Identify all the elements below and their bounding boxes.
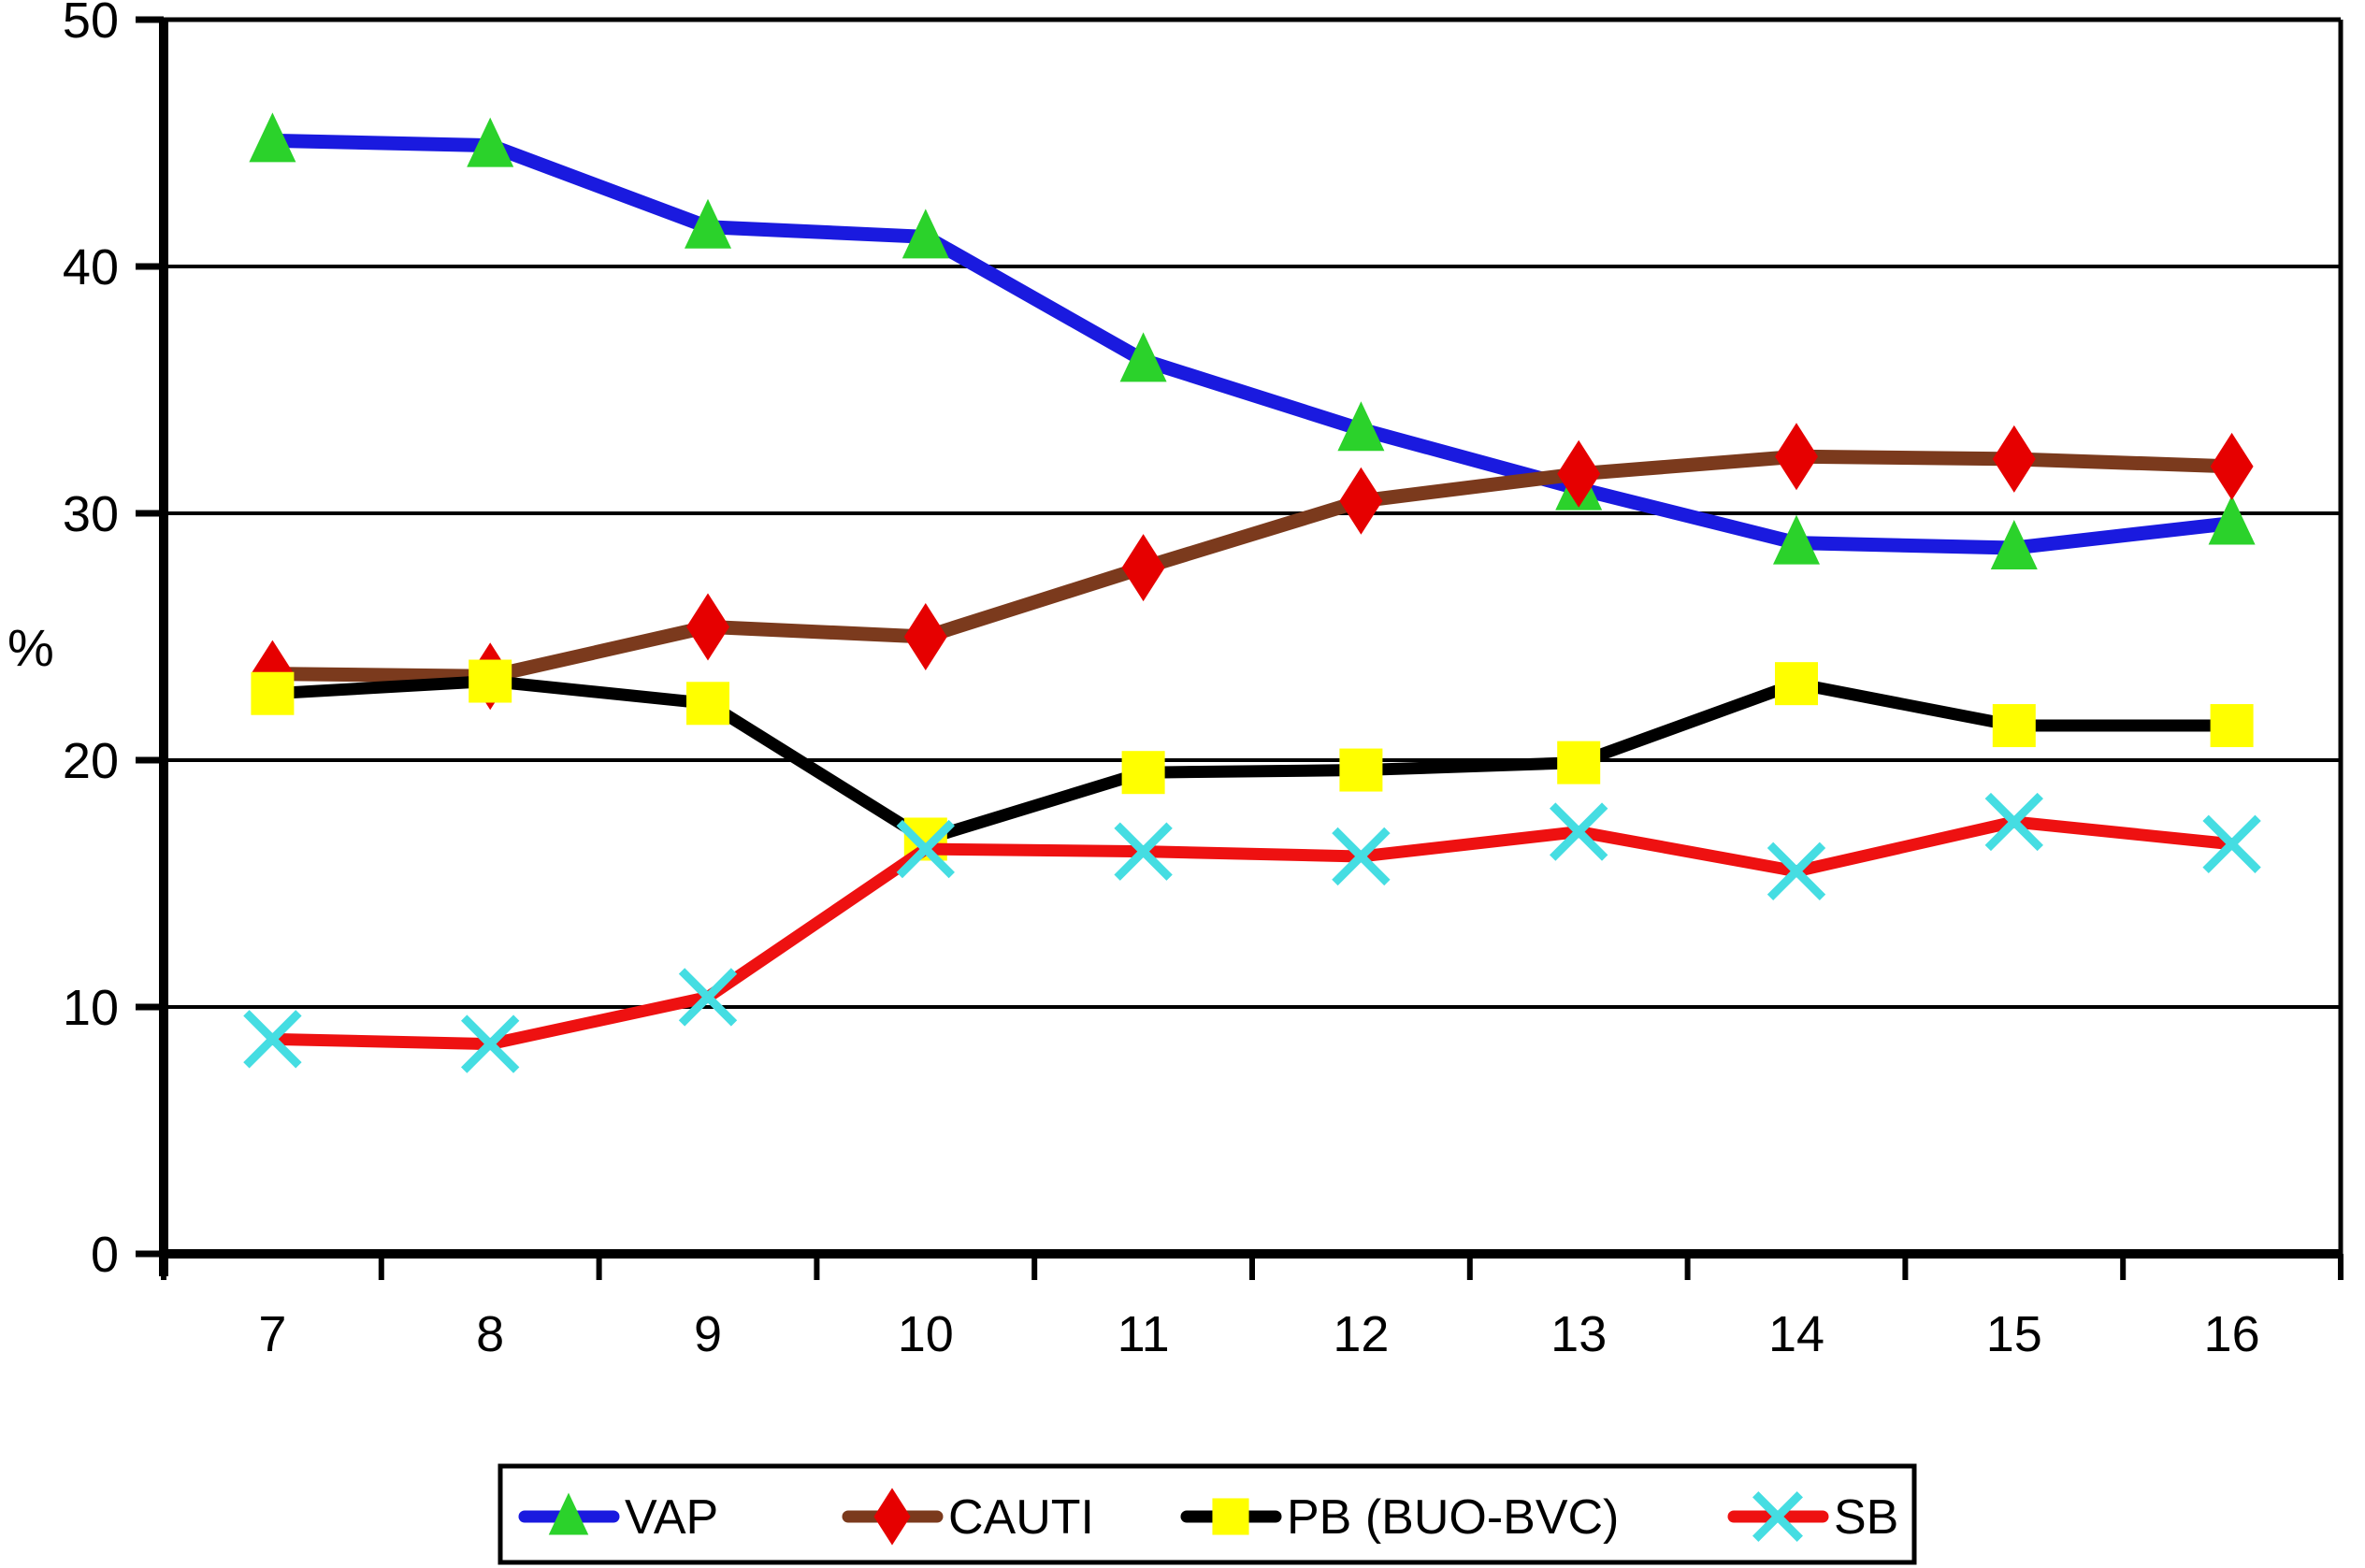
x-tick-label-13: 13 xyxy=(1550,1306,1607,1362)
gridlines xyxy=(164,17,2343,1254)
legend-item: PB (BUO-BVC) xyxy=(1180,1490,1619,1545)
x-tick-labels: 7 8 9 10 11 12 13 14 15 16 xyxy=(258,1306,2259,1362)
data-series xyxy=(243,112,2261,1073)
axes xyxy=(159,20,2341,1276)
series-point-x-marker xyxy=(1332,827,1391,886)
series-point-square-marker xyxy=(1557,741,1601,784)
x-tick-label-15: 15 xyxy=(1986,1306,2042,1362)
series-point-triangle-marker xyxy=(1773,514,1820,565)
series-point-square-marker xyxy=(251,671,295,715)
series-point-square-marker xyxy=(1121,751,1165,795)
series-line-cauti xyxy=(265,449,2240,683)
y-tick-label-0: 0 xyxy=(91,1227,119,1283)
y-axis-title: % xyxy=(7,618,54,677)
series-point-diamond-marker xyxy=(1121,534,1165,602)
series-point-diamond-marker xyxy=(1339,467,1383,535)
series-point-x-marker xyxy=(678,968,738,1027)
series-point-diamond-marker xyxy=(2210,432,2254,500)
legend-x-marker xyxy=(1752,1491,1803,1542)
series-point-triangle-marker xyxy=(901,209,949,259)
series-point-diamond-marker xyxy=(903,603,947,670)
y-tick-label-30: 30 xyxy=(63,486,119,542)
x-tick-label-16: 16 xyxy=(2204,1306,2260,1362)
y-tick-label-50: 50 xyxy=(63,0,119,49)
series-point-triangle-marker xyxy=(467,117,514,167)
series-point-x-marker xyxy=(1984,792,2043,852)
series-point-x-marker xyxy=(461,1014,520,1073)
x-tick-label-11: 11 xyxy=(1118,1306,1170,1362)
y-tick-label-20: 20 xyxy=(63,733,119,789)
series-point-x-marker xyxy=(1767,842,1826,900)
series-point-diamond-marker xyxy=(1992,424,2036,493)
series-point-square-marker xyxy=(469,659,512,703)
x-tick-label-7: 7 xyxy=(258,1306,286,1362)
series-sb xyxy=(243,792,2261,1073)
series-point-diamond-marker xyxy=(686,593,729,661)
series-point-triangle-marker xyxy=(1119,332,1167,382)
x-tick-label-12: 12 xyxy=(1333,1306,1389,1362)
series-point-triangle-marker xyxy=(1337,401,1385,452)
series-point-square-marker xyxy=(686,682,729,726)
series-vap xyxy=(249,112,2256,569)
legend-triangle-marker xyxy=(548,1492,589,1535)
series-cauti xyxy=(251,423,2254,711)
series-point-square-marker xyxy=(1339,748,1383,792)
legend: VAP CAUTI PB (BUO-BVC) SB xyxy=(498,1463,1917,1565)
legend-item: VAP xyxy=(518,1490,718,1545)
legend-item: CAUTI xyxy=(842,1488,1094,1546)
series-point-square-marker xyxy=(2210,704,2254,748)
y-tick-label-40: 40 xyxy=(63,239,119,295)
x-tick-label-14: 14 xyxy=(1768,1306,1824,1362)
legend-label-sb: SB xyxy=(1834,1490,1898,1545)
series-point-square-marker xyxy=(1992,704,2036,748)
series-point-triangle-marker xyxy=(249,112,296,163)
series-point-x-marker xyxy=(1550,802,1608,861)
series-point-x-marker xyxy=(896,819,955,879)
series-point-triangle-marker xyxy=(685,198,731,249)
legend-label-pb-buo-bvc-: PB (BUO-BVC) xyxy=(1287,1490,1619,1545)
series-line-vap xyxy=(265,133,2240,555)
series-point-diamond-marker xyxy=(1557,439,1601,508)
x-tick-label-9: 9 xyxy=(694,1306,722,1362)
legend-label-vap: VAP xyxy=(625,1490,718,1545)
x-tick-label-8: 8 xyxy=(476,1306,504,1362)
series-point-triangle-marker xyxy=(2208,495,2256,545)
series-point-x-marker xyxy=(243,1010,302,1069)
series-point-x-marker xyxy=(1114,822,1173,881)
legend-diamond-marker xyxy=(873,1488,911,1546)
series-point-diamond-marker xyxy=(1775,423,1818,491)
y-tick-label-10: 10 xyxy=(63,980,119,1036)
legend-box xyxy=(498,1463,1917,1565)
series-line-pb-buo-bvc- xyxy=(266,675,2239,845)
legend-label-cauti: CAUTI xyxy=(948,1490,1094,1545)
legend-item: SB xyxy=(1727,1490,1898,1545)
tick-marks xyxy=(136,16,2343,1280)
y-tick-labels: 0 10 20 30 40 50 xyxy=(63,0,119,1283)
x-tick-label-10: 10 xyxy=(898,1306,954,1362)
legend-square-marker xyxy=(1212,1498,1249,1535)
series-line-sb xyxy=(266,815,2239,1051)
series-point-triangle-marker xyxy=(1990,519,2038,569)
series-point-x-marker xyxy=(2202,814,2261,873)
series-point-square-marker xyxy=(1775,662,1818,706)
